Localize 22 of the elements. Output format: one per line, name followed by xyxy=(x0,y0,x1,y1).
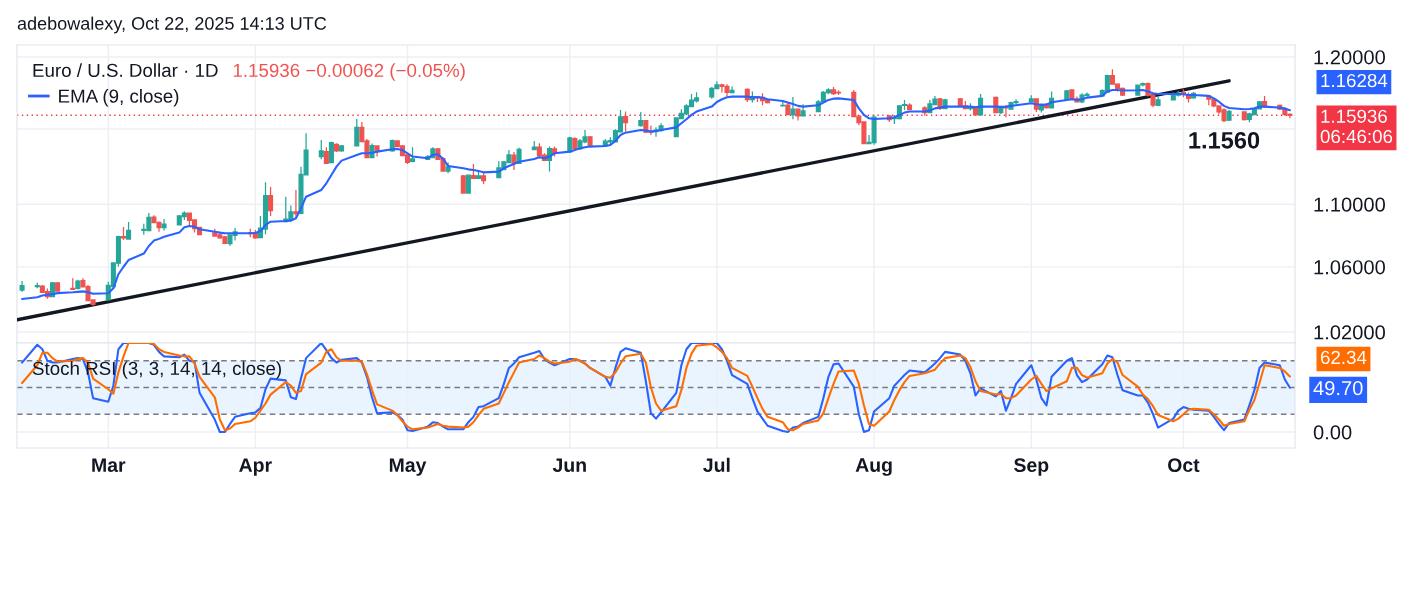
y-tick-label: 1.20000 xyxy=(1314,50,1386,65)
x-tick-label: Apr xyxy=(239,458,272,476)
x-tick-label: May xyxy=(389,458,427,476)
data-label: 1.16284 xyxy=(1321,73,1388,88)
y-tick-label: 1.10000 xyxy=(1314,197,1386,212)
x-tick-label: Oct xyxy=(1168,458,1200,472)
y-tick-label: 1.06000 xyxy=(1314,260,1386,275)
y-tick-label: 1.02000 xyxy=(1314,325,1386,340)
legend-label: EMA (9, close) xyxy=(59,89,179,107)
data-label: 62.34 xyxy=(1320,350,1367,365)
x-tick-label: Mar xyxy=(92,458,126,472)
text: adebowalexy, Oct 22, 2025 14:13 UTC xyxy=(17,16,327,34)
y-tick-label: 0.00 xyxy=(1313,425,1352,440)
text: Euro / U.S. Dollar · 1D xyxy=(33,63,218,78)
x-tick-label: Sep xyxy=(1014,458,1049,476)
annotation: 1.1560 xyxy=(1189,131,1260,149)
x-tick-label: Aug xyxy=(855,458,892,476)
x-tick-label: Jun xyxy=(552,458,586,472)
text: 1.15936 −0.00062 (−0.05%) xyxy=(233,63,465,81)
x-tick-label: Jul xyxy=(703,457,730,472)
ref-line-label: 1.15936 06:46:06 xyxy=(1320,109,1393,144)
y-tick-label: 49.70 xyxy=(1313,380,1363,396)
